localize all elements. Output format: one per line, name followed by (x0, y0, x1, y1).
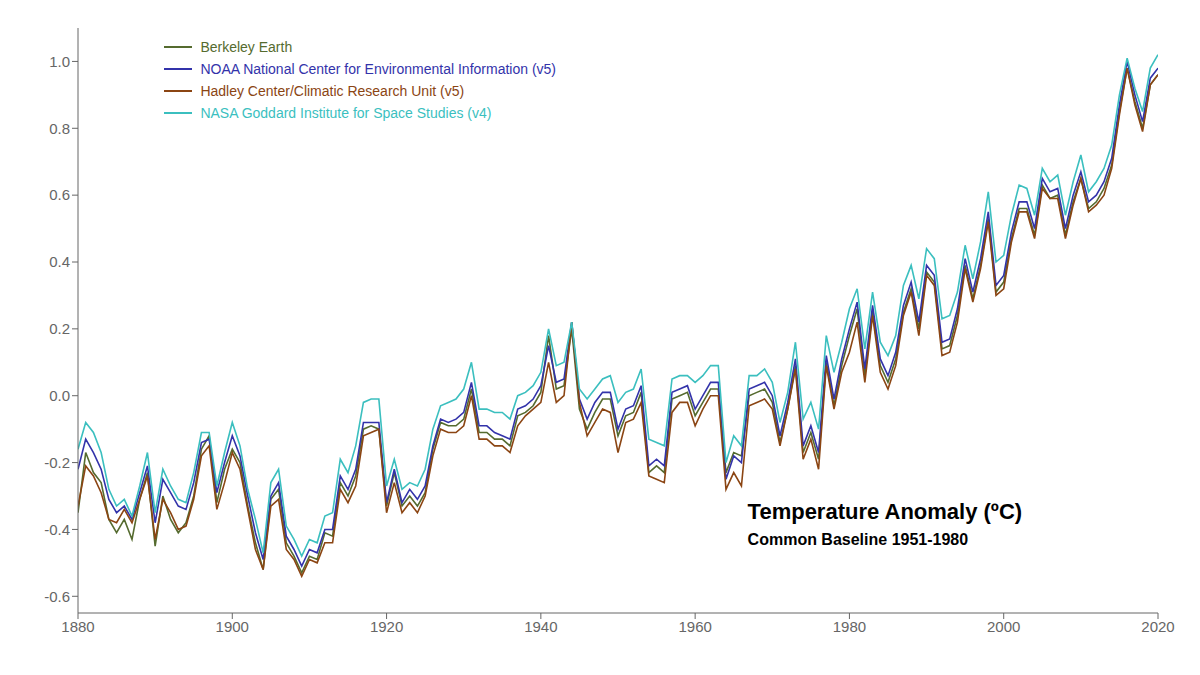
html-text:NASA Goddard Institute for Spa: NASA Goddard Institute for Space Studies… (200, 105, 492, 121)
svg-text:2020: 2020 (1141, 618, 1174, 635)
svg-text:0.4: 0.4 (49, 253, 70, 270)
html-text:Temperature Anomaly (ºC): Temperature Anomaly (ºC) (747, 498, 1023, 524)
svg-text:-0.2: -0.2 (44, 454, 70, 471)
svg-text:1900: 1900 (216, 618, 249, 635)
svg-text:0.0: 0.0 (49, 387, 70, 404)
svg-text:0.2: 0.2 (49, 320, 70, 337)
html-text:Berkeley Earth: Berkeley Earth (200, 39, 293, 55)
html-text:Hadley Center/Climatic Researc: Hadley Center/Climatic Research Unit (v5… (200, 83, 465, 99)
svg-text:-0.6: -0.6 (44, 588, 70, 605)
svg-text:1940: 1940 (524, 618, 557, 635)
svg-text:1.0: 1.0 (49, 53, 70, 70)
html-text:Common Baseline 1951-1980: Common Baseline 1951-1980 (747, 531, 969, 549)
svg-text:2000: 2000 (987, 618, 1020, 635)
svg-text:0.6: 0.6 (49, 186, 70, 203)
svg-text:1980: 1980 (833, 618, 866, 635)
svg-text:0.8: 0.8 (49, 120, 70, 137)
html-text:NOAA National Center for Envir: NOAA National Center for Environmental I… (200, 61, 556, 77)
svg-text:1880: 1880 (61, 618, 94, 635)
svg-text:1960: 1960 (678, 618, 711, 635)
svg-text:1920: 1920 (370, 618, 403, 635)
svg-text:-0.4: -0.4 (44, 521, 70, 538)
